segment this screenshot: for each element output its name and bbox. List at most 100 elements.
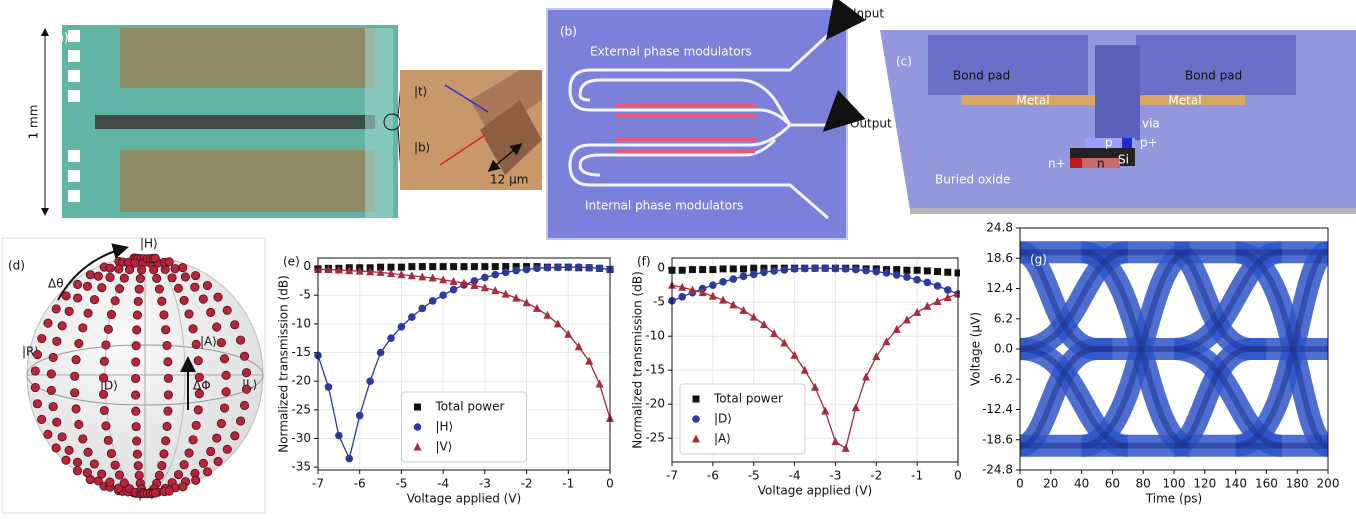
marker bbox=[811, 264, 819, 272]
marker bbox=[564, 263, 572, 271]
sphere-dot bbox=[102, 422, 110, 430]
sphere-dot bbox=[132, 437, 140, 445]
marker bbox=[903, 273, 911, 281]
annotation: p bbox=[1105, 136, 1113, 150]
sphere-dot bbox=[151, 254, 159, 262]
sphere-dot bbox=[38, 334, 46, 342]
sphere-dot bbox=[132, 422, 140, 430]
marker bbox=[862, 267, 870, 275]
y-tick-label: 18.6 bbox=[986, 251, 1013, 265]
port-label: Output bbox=[850, 117, 892, 131]
sphere-dot bbox=[163, 422, 171, 430]
sphere-dot bbox=[47, 386, 55, 394]
annotation: Δθ bbox=[48, 277, 64, 291]
marker bbox=[811, 383, 819, 391]
marker bbox=[923, 302, 931, 310]
sphere-dot bbox=[62, 456, 70, 464]
marker bbox=[852, 266, 860, 274]
x-tick-label: -6 bbox=[354, 477, 366, 491]
sphere-dot bbox=[223, 445, 231, 453]
panel-label: (e) bbox=[283, 255, 300, 269]
sphere-dot bbox=[86, 271, 94, 279]
legend-label: |H⟩ bbox=[436, 420, 454, 434]
y-tick-label: -15 bbox=[645, 363, 665, 377]
sphere-dot bbox=[71, 372, 79, 380]
y-tick-label: -5 bbox=[299, 288, 311, 302]
sphere-dot bbox=[72, 405, 80, 413]
sphere-dot bbox=[75, 339, 83, 347]
sphere-dot bbox=[62, 292, 70, 300]
waveguides bbox=[95, 115, 375, 129]
y-tick-label: -25 bbox=[291, 402, 311, 416]
legend-label: |V⟩ bbox=[436, 440, 453, 454]
sphere-dot bbox=[136, 274, 144, 282]
sphere-dot bbox=[192, 340, 200, 348]
sphere-dot bbox=[236, 417, 244, 425]
sphere-dot bbox=[242, 385, 250, 393]
sphere-dot bbox=[98, 283, 106, 291]
marker bbox=[709, 281, 717, 289]
sphere-dot bbox=[58, 322, 66, 330]
sphere-dot bbox=[107, 449, 115, 457]
legend-label: |A⟩ bbox=[714, 432, 731, 446]
sphere-dot bbox=[111, 297, 119, 305]
sphere-dot bbox=[181, 273, 189, 281]
x-axis-label: Voltage applied (V) bbox=[407, 492, 521, 506]
substrate bbox=[910, 208, 1356, 214]
sphere-dot bbox=[134, 297, 142, 305]
marker bbox=[709, 266, 716, 273]
sphere-dot bbox=[131, 391, 139, 399]
sphere-dot bbox=[222, 371, 230, 379]
marker bbox=[387, 334, 395, 342]
marker bbox=[450, 263, 457, 270]
sphere-dot bbox=[206, 308, 214, 316]
sphere-dot bbox=[164, 407, 172, 415]
marker bbox=[544, 264, 552, 272]
annotation: Si bbox=[1118, 153, 1129, 167]
marker bbox=[720, 265, 727, 272]
panel-label: (c) bbox=[896, 55, 912, 69]
marker bbox=[934, 282, 942, 290]
sphere-dot bbox=[179, 263, 187, 271]
marker bbox=[481, 263, 488, 270]
marker bbox=[842, 444, 850, 452]
marker bbox=[491, 271, 499, 279]
decoration bbox=[68, 170, 80, 182]
y-axis-label: Normalized transmission (dB) bbox=[631, 271, 645, 449]
sphere-dot bbox=[100, 406, 108, 414]
x-axis-label: Voltage applied (V) bbox=[758, 484, 872, 498]
sphere-dot bbox=[164, 358, 172, 366]
panel-label: (a) bbox=[52, 31, 69, 45]
sphere-dot bbox=[102, 341, 110, 349]
sphere-dot bbox=[222, 388, 230, 396]
sphere-dot bbox=[90, 460, 98, 468]
y-tick-label: -10 bbox=[291, 316, 311, 330]
x-tick-label: 0 bbox=[954, 469, 962, 483]
marker bbox=[418, 305, 426, 313]
marker bbox=[398, 323, 406, 331]
sphere-dot bbox=[132, 341, 140, 349]
sphere-dot bbox=[192, 476, 200, 484]
marker bbox=[740, 273, 748, 281]
sphere-dot bbox=[107, 310, 115, 318]
sphere-dot bbox=[83, 282, 91, 290]
sphere-dot bbox=[75, 420, 83, 428]
sphere-dot bbox=[220, 355, 228, 363]
marker bbox=[750, 313, 758, 321]
n-plus bbox=[1070, 158, 1082, 168]
x-tick-label: 60 bbox=[1105, 477, 1120, 491]
decoration bbox=[68, 30, 80, 42]
sphere-dot bbox=[83, 468, 91, 476]
sphere-dot bbox=[199, 459, 207, 467]
sphere-dot bbox=[191, 283, 199, 291]
sphere-dot bbox=[171, 264, 179, 272]
marker bbox=[575, 263, 583, 271]
sphere-dot bbox=[47, 370, 55, 378]
sphere-dot bbox=[49, 402, 57, 410]
annotation: Internal phase modulators bbox=[585, 199, 743, 213]
marker bbox=[699, 266, 706, 273]
sphere-dot bbox=[90, 295, 98, 303]
x-tick-label: -4 bbox=[437, 477, 449, 491]
page: { "panel_a": {"label": "(a)", "scale": "… bbox=[0, 0, 1356, 515]
x-tick-label: 0 bbox=[1016, 477, 1024, 491]
